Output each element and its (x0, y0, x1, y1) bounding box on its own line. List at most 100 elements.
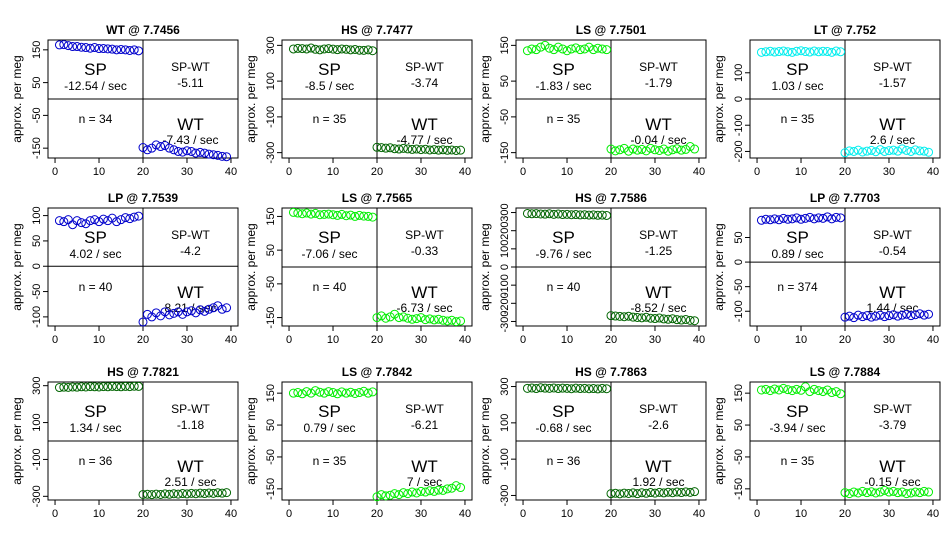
data-point-sp (363, 388, 373, 398)
chart-title: LP @ 7.7703 (810, 191, 881, 205)
data-point-sp (129, 212, 139, 222)
data-point-sp (359, 386, 369, 396)
x-tick-label: 10 (795, 508, 807, 520)
data-point-sp (783, 214, 793, 224)
sp-label: SP (318, 60, 341, 79)
sp-wt-diff: -3.74 (411, 76, 439, 90)
sample-count: n = 40 (79, 280, 113, 294)
y-tick-label: -50 (31, 284, 43, 300)
data-point-wt (200, 489, 210, 499)
data-point-sp (68, 382, 78, 392)
data-point-sp (770, 214, 780, 224)
data-point-sp (310, 386, 320, 396)
data-point-wt (619, 312, 629, 322)
data-point-wt (385, 490, 395, 500)
data-point-wt (681, 487, 691, 497)
data-point-wt (222, 303, 232, 313)
sp-rate: -1.83 / sec (535, 79, 591, 93)
data-point-wt (376, 143, 386, 153)
data-point-wt (654, 313, 664, 323)
x-tick-label: 40 (225, 166, 237, 178)
data-point-sp (72, 216, 82, 226)
data-point-sp (527, 209, 537, 219)
y-tick-label: 200 (499, 222, 511, 240)
data-points (522, 383, 700, 499)
data-point-sp (315, 387, 325, 397)
y-tick-label: 150 (31, 41, 43, 59)
data-point-wt (420, 144, 430, 154)
data-point-sp (98, 382, 108, 392)
data-point-wt (394, 144, 404, 154)
data-point-wt (624, 488, 634, 498)
data-point-sp (575, 45, 585, 55)
data-point-wt (884, 487, 894, 497)
data-point-wt (610, 311, 620, 321)
data-point-wt (659, 144, 669, 154)
data-point-wt (676, 315, 686, 325)
data-point-sp (575, 384, 585, 394)
data-point-wt (142, 309, 152, 319)
y-axis-label: approx. per meg (244, 223, 258, 310)
data-point-wt (416, 313, 426, 323)
sp-label: SP (84, 228, 107, 247)
data-point-sp (81, 219, 91, 229)
data-point-wt (875, 310, 885, 320)
data-point-sp (332, 45, 342, 55)
data-point-sp (112, 217, 122, 227)
x-tick-label: 30 (649, 166, 661, 178)
data-point-sp (602, 210, 612, 220)
data-point-wt (456, 483, 466, 493)
data-point-wt (195, 305, 205, 315)
data-point-sp (787, 47, 797, 57)
data-point-wt (628, 312, 638, 322)
data-point-wt (425, 486, 435, 496)
wt-label: WT (177, 115, 203, 134)
data-point-wt (416, 145, 426, 155)
sample-count: n = 35 (313, 112, 347, 126)
data-point-wt (624, 311, 634, 321)
data-point-wt (615, 145, 625, 155)
data-point-wt (624, 146, 634, 156)
data-point-wt (442, 145, 452, 155)
sp-rate: 1.03 / sec (771, 79, 823, 93)
data-point-sp (116, 215, 126, 225)
chart-panel: LP @ 7.7703 0 10 20 30 40 -100 -50 0 50 approx. pe… (712, 191, 941, 346)
data-point-wt (637, 313, 647, 323)
data-point-sp (558, 44, 568, 54)
data-points (756, 382, 934, 499)
data-point-wt (628, 488, 638, 498)
wt-label: WT (411, 457, 437, 476)
data-point-sp (593, 384, 603, 394)
data-point-sp (310, 208, 320, 218)
data-point-wt (880, 312, 890, 322)
data-point-sp (805, 212, 815, 222)
data-point-sp (328, 388, 338, 398)
data-point-sp (575, 210, 585, 220)
data-point-sp (129, 381, 139, 391)
data-point-sp (346, 45, 356, 55)
data-point-wt (442, 484, 452, 494)
data-point-sp (765, 215, 775, 225)
data-point-wt (451, 145, 461, 155)
data-point-sp (805, 387, 815, 397)
chart-title: HS @ 7.7821 (107, 365, 179, 379)
data-point-wt (186, 488, 196, 498)
data-point-wt (456, 145, 466, 155)
data-point-sp (125, 382, 135, 392)
y-tick-label: -50 (31, 107, 43, 123)
data-point-sp (593, 43, 603, 53)
y-tick-label: -100 (499, 448, 511, 470)
data-point-sp (531, 384, 541, 394)
data-point-wt (871, 311, 881, 321)
data-point-wt (191, 148, 201, 158)
data-point-wt (637, 144, 647, 154)
sample-count: n = 40 (313, 280, 347, 294)
data-point-sp (549, 45, 559, 55)
data-point-wt (169, 145, 179, 155)
data-point-sp (558, 383, 568, 393)
data-point-wt (663, 487, 673, 497)
data-point-wt (902, 489, 912, 499)
x-tick-label: 30 (883, 508, 895, 520)
data-point-sp (566, 44, 576, 54)
data-point-sp (800, 213, 810, 223)
